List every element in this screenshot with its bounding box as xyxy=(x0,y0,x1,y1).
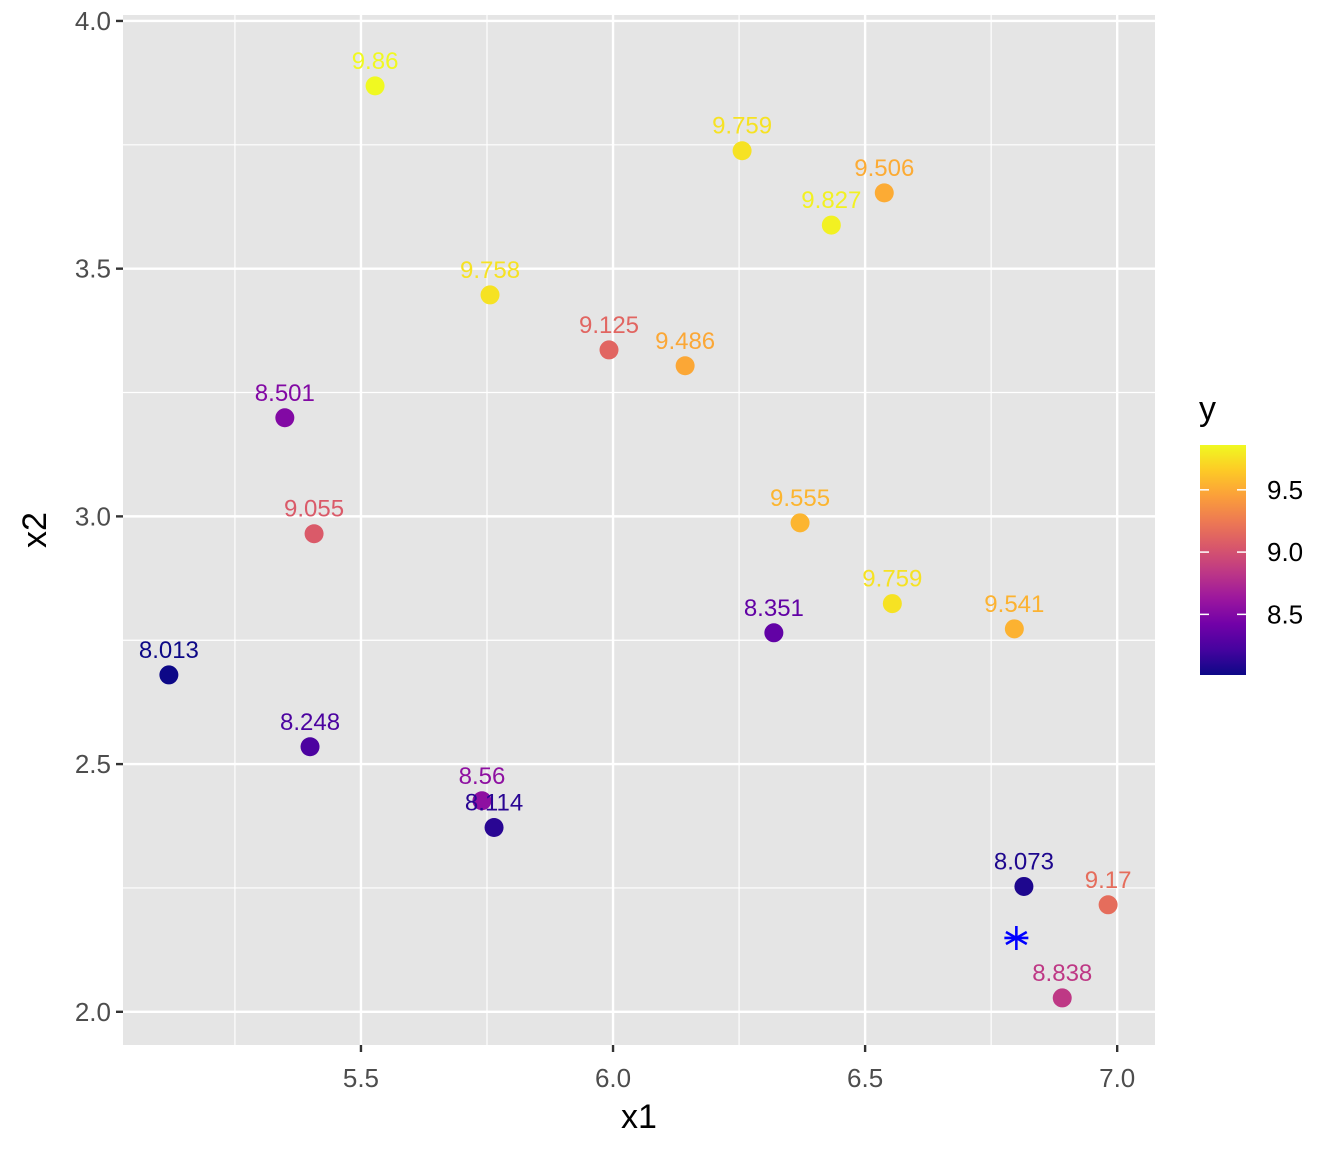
data-point xyxy=(365,76,385,96)
data-point-label: 9.506 xyxy=(854,155,914,182)
data-point xyxy=(1098,895,1118,915)
highlight-layer xyxy=(1004,925,1029,950)
data-point-label: 8.838 xyxy=(1032,960,1092,987)
y-tick-label: 2.5 xyxy=(75,749,111,779)
data-point xyxy=(599,340,619,360)
data-point-label: 8.073 xyxy=(994,848,1054,875)
x-tick-label: 7.0 xyxy=(1099,1063,1135,1093)
x-axis: 5.5 6.0 6.5 7.0 xyxy=(343,1045,1135,1093)
data-point xyxy=(484,818,504,838)
legend-tick-label: 9.5 xyxy=(1267,475,1303,505)
legend-ticks: 9.5 9.0 8.5 xyxy=(1200,475,1303,629)
data-point-label: 8.501 xyxy=(255,380,315,407)
y-tick-label: 3.0 xyxy=(75,501,111,531)
data-point-label: 9.759 xyxy=(862,566,922,593)
data-point-label: 9.125 xyxy=(579,312,639,339)
data-point xyxy=(874,183,894,203)
x-tick-label: 6.5 xyxy=(847,1063,883,1093)
data-point-label: 9.758 xyxy=(460,257,520,284)
panel-background xyxy=(123,15,1155,1045)
data-point-label: 8.351 xyxy=(744,595,804,622)
points-layer xyxy=(159,76,1118,1008)
data-point-label: 9.486 xyxy=(655,328,715,355)
data-point-label: 9.555 xyxy=(770,485,830,512)
y-tick-label: 3.5 xyxy=(75,254,111,284)
y-tick-label: 2.0 xyxy=(75,997,111,1027)
data-point-label: 8.56 xyxy=(459,763,506,790)
y-axis-title: x2 xyxy=(16,512,54,548)
data-point xyxy=(821,215,841,235)
point-labels-layer: 9.86 9.759 9.506 9.827 9.758 9.125 9.486 8.501 9… xyxy=(139,48,1132,987)
data-point-label: 8.013 xyxy=(139,637,199,664)
data-point xyxy=(1014,876,1034,896)
data-point xyxy=(882,594,902,614)
legend-tick-label: 8.5 xyxy=(1267,599,1303,629)
data-point xyxy=(304,524,324,544)
data-point-label: 9.055 xyxy=(284,496,344,523)
color-legend: y 9.5 9.0 8.5 xyxy=(1199,390,1303,675)
y-tick-label: 4.0 xyxy=(75,6,111,36)
data-point xyxy=(472,791,492,811)
data-point-label: 9.541 xyxy=(984,591,1044,618)
x-axis-title: x1 xyxy=(621,1098,657,1136)
data-point-label: 9.86 xyxy=(352,48,399,75)
legend-tick-label: 9.0 xyxy=(1267,537,1303,567)
x-tick-label: 6.0 xyxy=(595,1063,631,1093)
y-axis: 2.0 2.5 3.0 3.5 4.0 xyxy=(75,6,123,1027)
asterisk-marker xyxy=(1004,925,1029,950)
data-point xyxy=(480,285,500,305)
x-tick-label: 5.5 xyxy=(343,1063,379,1093)
data-point-label: 9.827 xyxy=(801,187,861,214)
data-point xyxy=(275,408,295,428)
data-point xyxy=(764,623,784,643)
grid-major xyxy=(123,15,1155,1045)
legend-colorbar xyxy=(1200,445,1246,675)
data-point xyxy=(1004,619,1024,639)
data-point xyxy=(159,665,179,685)
data-point xyxy=(732,141,752,161)
data-point-label: 9.759 xyxy=(712,113,772,140)
grid-minor xyxy=(123,15,1155,1045)
data-point xyxy=(300,737,320,757)
data-point-label: 8.114 xyxy=(465,790,523,817)
data-point xyxy=(675,356,695,376)
legend-title: y xyxy=(1199,390,1216,428)
data-point-label: 8.248 xyxy=(280,709,340,736)
data-point xyxy=(1052,988,1072,1008)
data-point xyxy=(790,513,810,533)
data-point-label: 9.17 xyxy=(1085,867,1132,894)
